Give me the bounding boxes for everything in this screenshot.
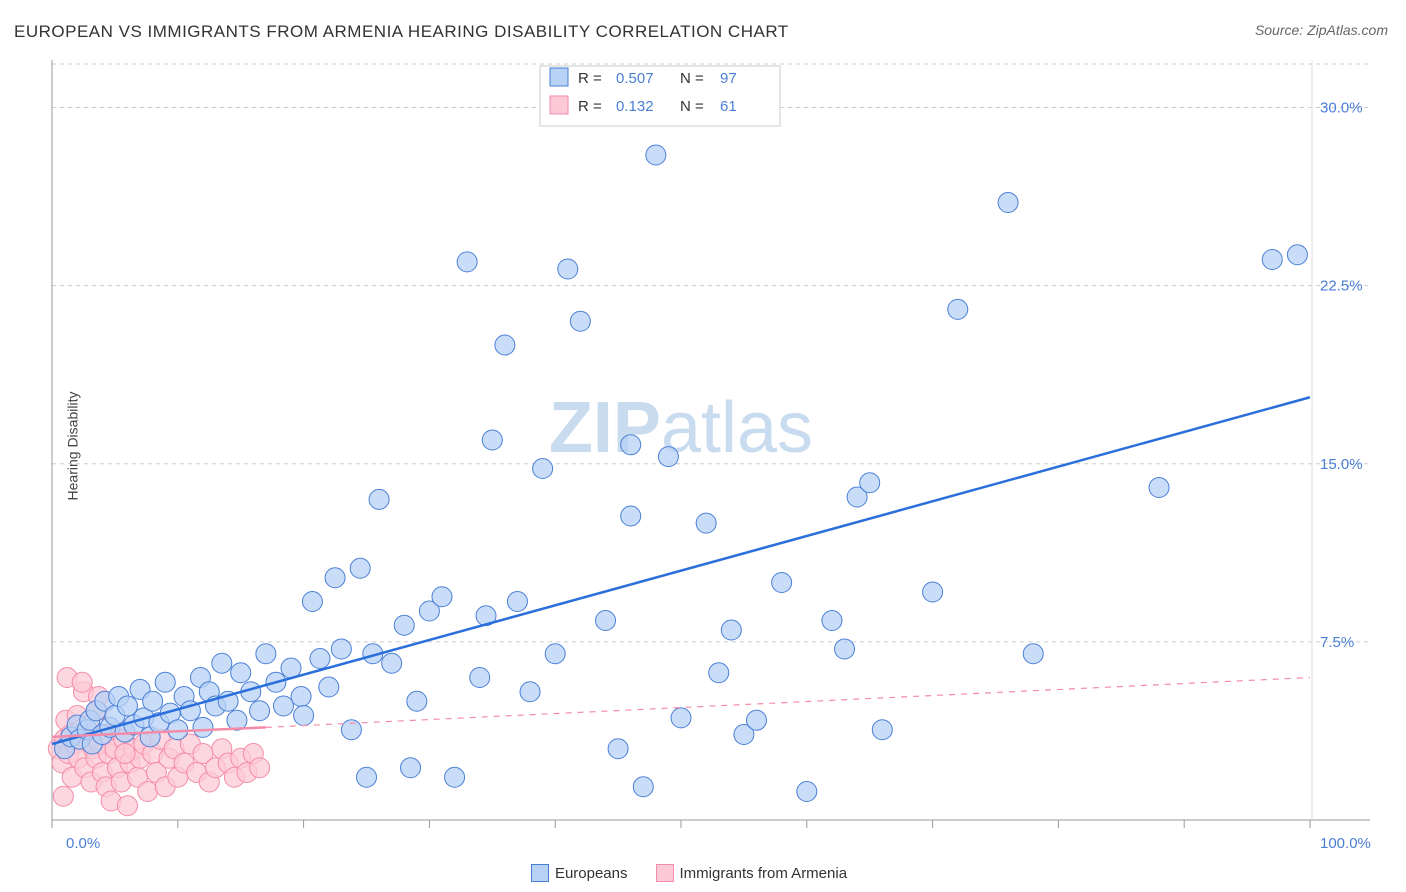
correlation-legend: R = 0.507 N = 97 R = 0.132 N = 61 bbox=[540, 66, 780, 126]
svg-text:15.0%: 15.0% bbox=[1320, 456, 1363, 473]
svg-text:N =: N = bbox=[680, 70, 704, 87]
svg-text:0.0%: 0.0% bbox=[66, 835, 100, 852]
x-ticks: 0.0% 100.0% bbox=[52, 820, 1371, 852]
svg-text:22.5%: 22.5% bbox=[1320, 278, 1363, 295]
legend-label: Immigrants from Armenia bbox=[680, 865, 848, 882]
watermark: ZIPatlas bbox=[549, 388, 813, 468]
gridlines bbox=[52, 64, 1370, 642]
svg-text:7.5%: 7.5% bbox=[1320, 634, 1354, 651]
series-legend: Europeans Immigrants from Armenia bbox=[0, 864, 1406, 882]
european-points bbox=[55, 145, 1308, 802]
scatter-plot: ZIPatlas 7.5%15.0%22.5%30.0% 0.0%100.0% … bbox=[0, 0, 1406, 892]
svg-text:N =: N = bbox=[680, 98, 704, 115]
svg-text:61: 61 bbox=[720, 98, 737, 115]
svg-text:R =: R = bbox=[578, 70, 602, 87]
svg-text:97: 97 bbox=[720, 70, 737, 87]
chart-container: EUROPEAN VS IMMIGRANTS FROM ARMENIA HEAR… bbox=[0, 0, 1406, 892]
svg-text:30.0%: 30.0% bbox=[1320, 100, 1363, 117]
svg-text:0.132: 0.132 bbox=[616, 98, 654, 115]
svg-text:0.507: 0.507 bbox=[616, 70, 654, 87]
blue-swatch-icon bbox=[531, 864, 549, 882]
svg-text:100.0%: 100.0% bbox=[1320, 835, 1371, 852]
y-tick-labels: 7.5% 15.0% 22.5% 30.0% bbox=[1320, 100, 1363, 651]
pink-swatch-icon bbox=[656, 864, 674, 882]
legend-label: Europeans bbox=[555, 865, 628, 882]
svg-text:R =: R = bbox=[578, 98, 602, 115]
